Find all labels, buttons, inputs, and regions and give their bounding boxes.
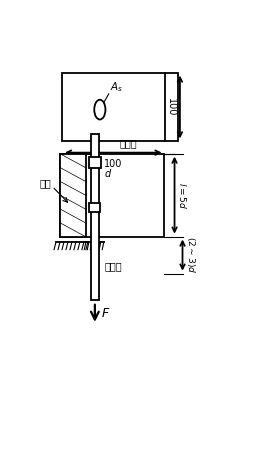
Text: 100: 100 [166,98,176,116]
Text: 100: 100 [104,159,123,169]
Text: $F$: $F$ [101,307,110,320]
Text: 自由端: 自由端 [120,138,137,148]
Bar [89,157,101,168]
Text: $(2{\sim}3)d$: $(2{\sim}3)d$ [185,236,197,274]
Bar [62,73,178,142]
Bar [91,134,99,300]
Bar [60,154,86,237]
Text: $A_s$: $A_s$ [110,80,123,94]
Circle shape [94,100,105,120]
Bar [60,154,164,237]
Text: 加荷端: 加荷端 [105,261,123,271]
Text: $l=5d$: $l=5d$ [177,182,188,209]
Text: 套管: 套管 [39,178,51,188]
Bar [89,203,100,212]
Text: $d$: $d$ [104,167,112,179]
